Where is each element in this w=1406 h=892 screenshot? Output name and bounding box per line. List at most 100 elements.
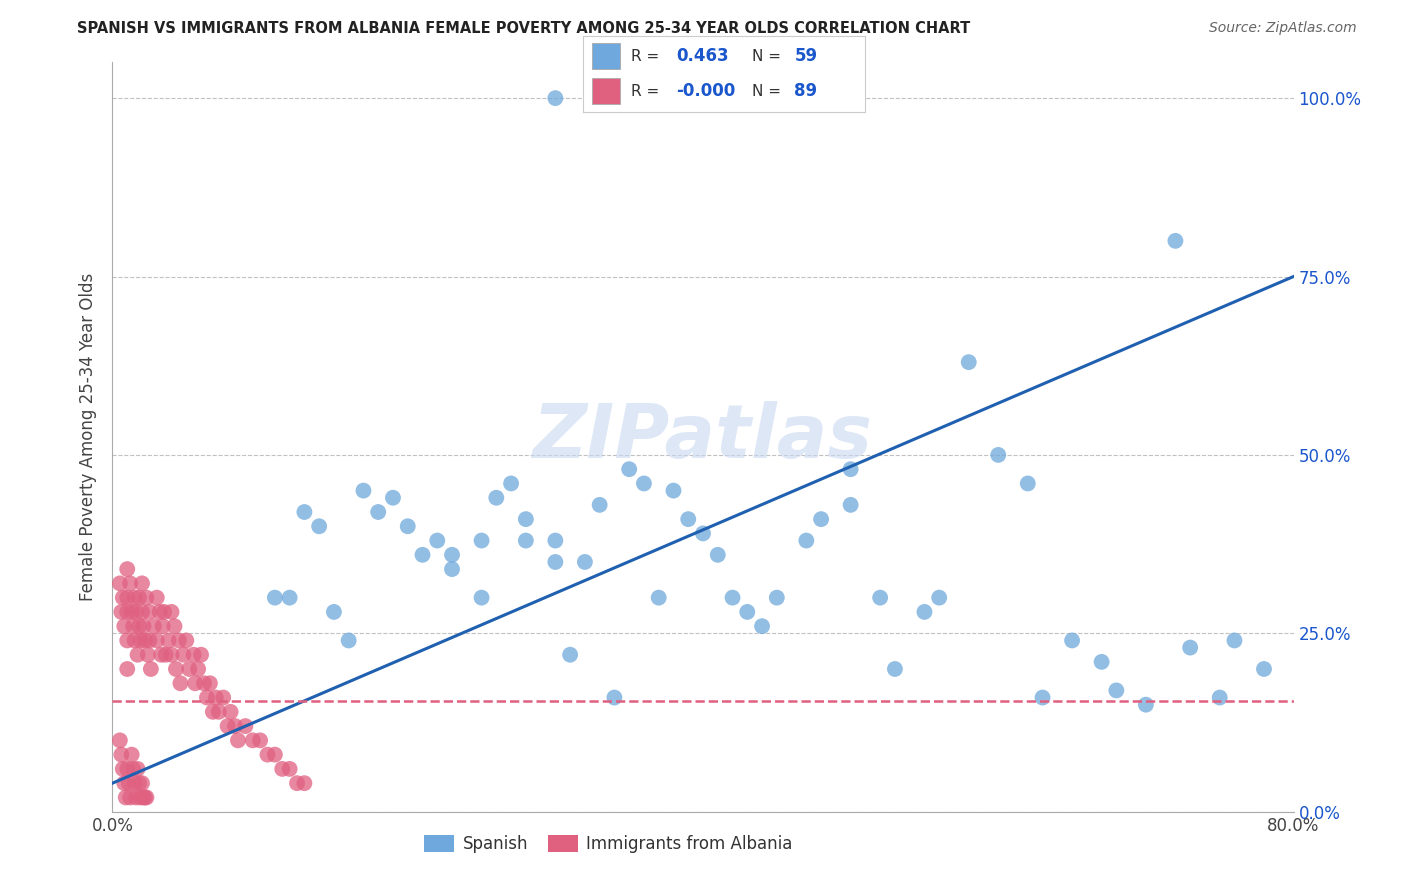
Point: [662, 483, 685, 498]
Point: [485, 491, 508, 505]
Point: [928, 591, 950, 605]
Bar: [592, 78, 620, 104]
Point: [515, 512, 537, 526]
Point: [1017, 476, 1039, 491]
Point: [1105, 683, 1128, 698]
Text: 0.463: 0.463: [676, 47, 728, 65]
Point: [127, 762, 149, 776]
Point: [212, 690, 235, 705]
Point: [352, 483, 374, 498]
Point: [264, 747, 287, 762]
Point: [1164, 234, 1187, 248]
Point: [869, 591, 891, 605]
Point: [1253, 662, 1275, 676]
Point: [146, 633, 169, 648]
Text: N =: N =: [752, 49, 782, 63]
Point: [117, 605, 138, 619]
Point: [810, 512, 832, 526]
Point: [110, 605, 132, 619]
Y-axis label: Female Poverty Among 25-34 Year Olds: Female Poverty Among 25-34 Year Olds: [79, 273, 97, 601]
Point: [1091, 655, 1114, 669]
Point: [124, 633, 146, 648]
Point: [121, 605, 143, 619]
Point: [128, 776, 150, 790]
Point: [195, 690, 218, 705]
Point: [796, 533, 818, 548]
Bar: [592, 44, 620, 69]
Point: [167, 633, 190, 648]
Point: [647, 591, 671, 605]
Point: [264, 591, 287, 605]
Point: [146, 591, 169, 605]
Point: [470, 533, 494, 548]
Point: [411, 548, 433, 562]
Point: [136, 648, 159, 662]
Point: [129, 790, 152, 805]
Point: [441, 562, 464, 576]
Point: [292, 505, 315, 519]
Point: [1178, 640, 1201, 655]
Point: [142, 619, 165, 633]
Text: ZIPatlas: ZIPatlas: [533, 401, 873, 474]
Point: [110, 747, 132, 762]
Point: [117, 633, 138, 648]
Point: [135, 591, 157, 605]
Point: [470, 591, 494, 605]
Point: [278, 591, 301, 605]
Point: [138, 605, 160, 619]
Point: [201, 705, 224, 719]
Point: [152, 619, 174, 633]
Point: [111, 591, 134, 605]
Point: [285, 776, 308, 790]
Point: [179, 662, 201, 676]
Point: [124, 776, 146, 790]
Point: [1135, 698, 1157, 712]
Point: [278, 762, 301, 776]
Point: [242, 733, 264, 747]
Point: [163, 619, 186, 633]
Point: [172, 648, 194, 662]
Text: 59: 59: [794, 47, 817, 65]
Point: [131, 605, 153, 619]
Point: [603, 690, 626, 705]
Text: Source: ZipAtlas.com: Source: ZipAtlas.com: [1209, 21, 1357, 36]
Point: [544, 533, 567, 548]
Point: [118, 776, 141, 790]
Point: [165, 662, 187, 676]
Point: [117, 662, 138, 676]
Point: [1223, 633, 1246, 648]
Point: [117, 591, 138, 605]
Point: [112, 776, 135, 790]
Text: N =: N =: [752, 84, 782, 98]
Point: [187, 662, 209, 676]
Point: [1032, 690, 1054, 705]
Point: [226, 733, 249, 747]
Point: [205, 690, 228, 705]
Point: [150, 648, 173, 662]
Point: [721, 591, 744, 605]
Legend: Spanish, Immigrants from Albania: Spanish, Immigrants from Albania: [418, 828, 800, 860]
Point: [337, 633, 360, 648]
Point: [292, 776, 315, 790]
Point: [125, 605, 148, 619]
Text: R =: R =: [631, 84, 665, 98]
Point: [117, 562, 138, 576]
Point: [884, 662, 907, 676]
Point: [125, 790, 148, 805]
Point: [219, 705, 242, 719]
Point: [138, 633, 160, 648]
Point: [308, 519, 330, 533]
Point: [134, 633, 156, 648]
Point: [751, 619, 773, 633]
Point: [382, 491, 405, 505]
Point: [271, 762, 294, 776]
Point: [183, 648, 205, 662]
Point: [122, 762, 145, 776]
Point: [515, 533, 537, 548]
Point: [544, 555, 567, 569]
Point: [153, 605, 176, 619]
Point: [233, 719, 256, 733]
Point: [114, 790, 136, 805]
Point: [426, 533, 449, 548]
Point: [111, 762, 134, 776]
